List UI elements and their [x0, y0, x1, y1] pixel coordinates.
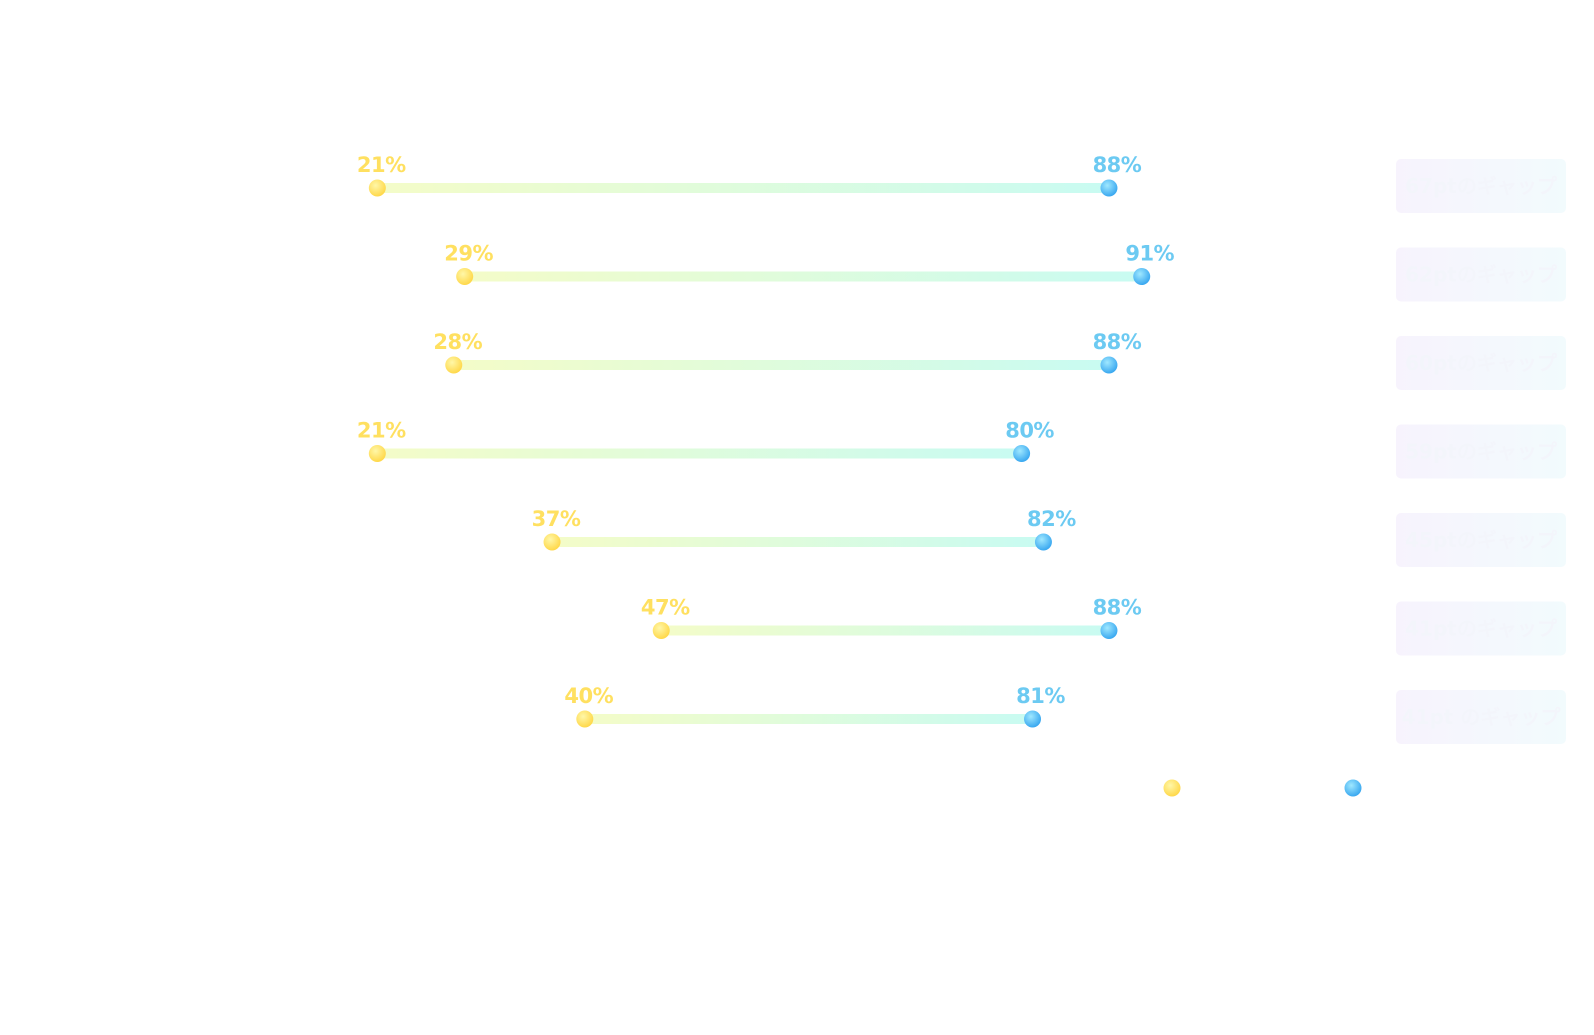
start-point — [652, 622, 670, 639]
gap-badge-background — [1396, 336, 1566, 390]
start-point — [368, 445, 386, 462]
chart-legend — [1163, 779, 1362, 797]
end-point — [1013, 445, 1031, 462]
gap-badge-label: 59ptのギャップ — [1405, 440, 1558, 464]
start-value-label: 47% — [641, 596, 690, 620]
dumbbell-row: 29% 91% 62ptのギャップ — [444, 242, 1566, 302]
gap-badge: 45ptのギャップ — [1396, 513, 1566, 567]
gap-badge: 62ptのギャップ — [1396, 247, 1566, 302]
dumbbell-row: 21% 88% 67ptのギャップ — [357, 153, 1566, 213]
start-point — [543, 533, 561, 551]
end-point — [1100, 179, 1118, 197]
gap-badge-label: 41ptのギャップ — [1405, 617, 1558, 641]
start-point — [456, 268, 474, 285]
end-value-label: 80% — [1005, 419, 1054, 443]
end-value-label: 91% — [1125, 242, 1174, 266]
gap-badge-label: 67ptのギャップ — [1405, 174, 1558, 198]
start-value-label: 40% — [564, 684, 613, 708]
gap-badge: 59ptのギャップ — [1396, 424, 1566, 479]
gap-badge-label: 62ptのギャップ — [1405, 263, 1558, 287]
end-value-label: 88% — [1093, 330, 1142, 354]
gap-badge-background — [1396, 513, 1566, 567]
gap-badge-background — [1396, 601, 1566, 656]
start-value-label: 21% — [357, 153, 406, 177]
gap-bar — [377, 183, 1109, 193]
end-point — [1133, 268, 1151, 285]
start-point — [576, 710, 594, 728]
gap-badge: 41pt のギャップ — [1396, 690, 1566, 744]
start-point — [368, 179, 386, 197]
gap-badge-label: 45ptのギャップ — [1405, 528, 1558, 552]
end-point — [1100, 622, 1118, 639]
start-value-label: 28% — [433, 330, 482, 354]
start-value-label: 37% — [532, 507, 581, 531]
dumbbell-row: 40% 81% 41pt のギャップ — [564, 684, 1566, 744]
end-point — [1100, 356, 1118, 374]
end-value-label: 88% — [1093, 596, 1142, 620]
gap-badge: 41ptのギャップ — [1396, 601, 1566, 656]
start-point — [445, 356, 463, 374]
gap-badge-background — [1396, 247, 1566, 302]
end-point — [1034, 533, 1052, 551]
gap-bar — [464, 271, 1142, 282]
gap-badge-label: 60ptのギャップ — [1405, 351, 1558, 375]
legend-start-marker — [1163, 779, 1181, 797]
gap-badge: 60ptのギャップ — [1396, 336, 1566, 390]
dumbbell-row: 37% 82% 45ptのギャップ — [532, 507, 1566, 567]
gap-badge-background — [1396, 424, 1566, 479]
gap-badge-background — [1396, 159, 1566, 213]
dumbbell-row: 21% 80% 59ptのギャップ — [357, 419, 1566, 479]
gap-badge-background — [1396, 690, 1566, 744]
end-value-label: 88% — [1093, 153, 1142, 177]
start-value-label: 29% — [444, 242, 493, 266]
start-value-label: 21% — [357, 419, 406, 443]
end-value-label: 82% — [1027, 507, 1076, 531]
gap-bar — [661, 625, 1109, 636]
chart-rows: 21% 88% 67ptのギャップ 29% 91% 62ptのギャップ 28% 88% 60pt… — [357, 153, 1566, 744]
gap-bar — [377, 448, 1022, 459]
gap-bar — [552, 537, 1044, 547]
gap-badge: 67ptのギャップ — [1396, 159, 1566, 213]
gap-bar — [453, 360, 1109, 370]
gap-badge-label: 41pt のギャップ — [1402, 705, 1562, 729]
dumbbell-row: 47% 88% 41ptのギャップ — [641, 596, 1566, 656]
end-point — [1024, 710, 1042, 728]
gap-bar — [584, 714, 1033, 724]
dumbbell-row: 28% 88% 60ptのギャップ — [433, 330, 1566, 390]
end-value-label: 81% — [1016, 684, 1065, 708]
legend-end-marker — [1344, 779, 1362, 797]
